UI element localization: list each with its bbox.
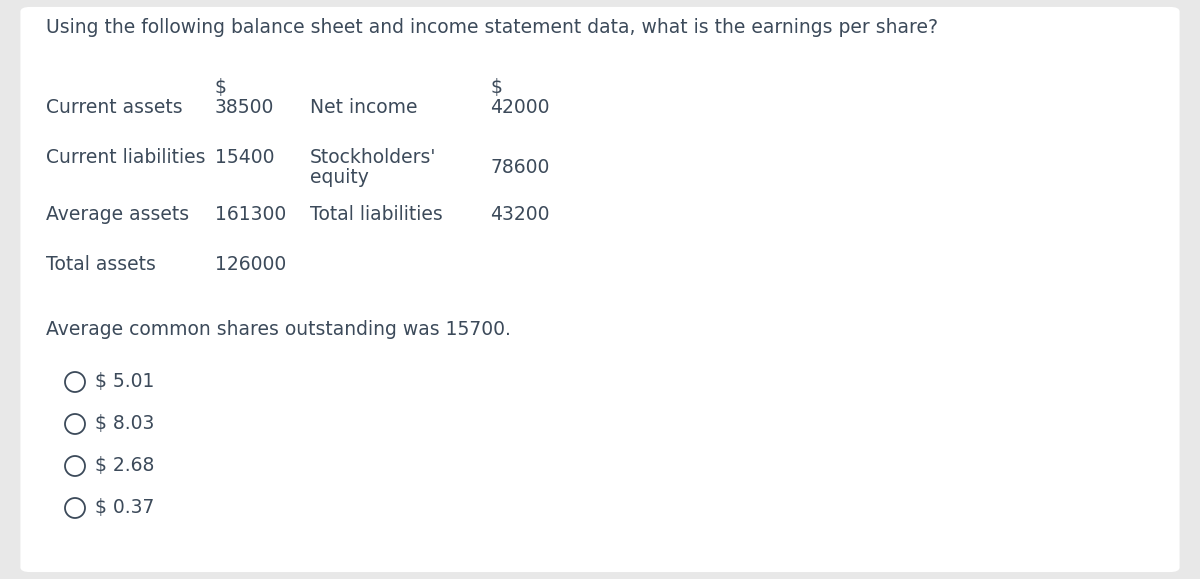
Text: Current liabilities: Current liabilities xyxy=(46,148,205,167)
Text: $: $ xyxy=(490,78,502,97)
Text: Total liabilities: Total liabilities xyxy=(310,205,443,224)
Text: Net income: Net income xyxy=(310,98,418,117)
Text: 161300: 161300 xyxy=(215,205,287,224)
Text: 38500: 38500 xyxy=(215,98,275,117)
Text: Current assets: Current assets xyxy=(46,98,182,117)
Text: $ 2.68: $ 2.68 xyxy=(95,456,155,475)
Text: Average assets: Average assets xyxy=(46,205,190,224)
Text: $ 8.03: $ 8.03 xyxy=(95,415,155,434)
Text: Average common shares outstanding was 15700.: Average common shares outstanding was 15… xyxy=(46,320,511,339)
Text: $: $ xyxy=(215,78,227,97)
Text: 42000: 42000 xyxy=(490,98,550,117)
Text: $ 5.01: $ 5.01 xyxy=(95,372,155,391)
Text: 78600: 78600 xyxy=(490,158,550,177)
Text: Using the following balance sheet and income statement data, what is the earning: Using the following balance sheet and in… xyxy=(46,18,938,37)
Text: $ 0.37: $ 0.37 xyxy=(95,499,155,518)
Text: 43200: 43200 xyxy=(490,205,550,224)
Text: Total assets: Total assets xyxy=(46,255,156,274)
Text: 126000: 126000 xyxy=(215,255,287,274)
Text: equity: equity xyxy=(310,168,368,187)
Text: 15400: 15400 xyxy=(215,148,275,167)
Text: Stockholders': Stockholders' xyxy=(310,148,437,167)
